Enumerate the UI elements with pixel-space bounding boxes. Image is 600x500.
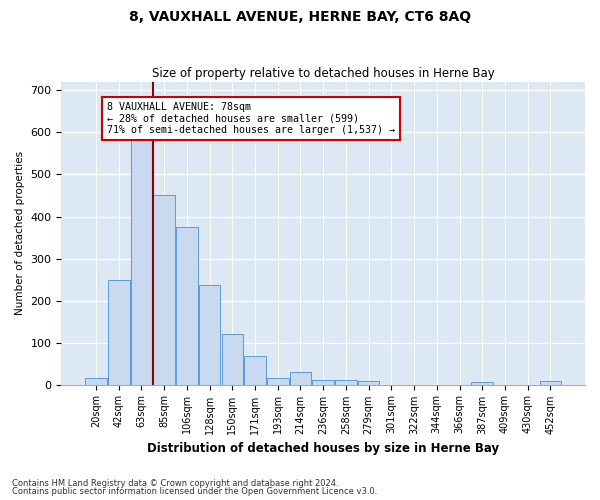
- Text: Contains public sector information licensed under the Open Government Licence v3: Contains public sector information licen…: [12, 487, 377, 496]
- Bar: [85, 378, 107, 384]
- Bar: [472, 382, 493, 384]
- Bar: [358, 381, 379, 384]
- Text: Contains HM Land Registry data © Crown copyright and database right 2024.: Contains HM Land Registry data © Crown c…: [12, 478, 338, 488]
- Bar: [199, 285, 220, 384]
- Bar: [290, 372, 311, 384]
- Y-axis label: Number of detached properties: Number of detached properties: [15, 151, 25, 316]
- Bar: [335, 380, 357, 384]
- Bar: [154, 196, 175, 384]
- Bar: [313, 380, 334, 384]
- Text: 8 VAUXHALL AVENUE: 78sqm
← 28% of detached houses are smaller (599)
71% of semi-: 8 VAUXHALL AVENUE: 78sqm ← 28% of detach…: [107, 102, 395, 136]
- Bar: [108, 280, 130, 384]
- X-axis label: Distribution of detached houses by size in Herne Bay: Distribution of detached houses by size …: [147, 442, 499, 455]
- Bar: [244, 356, 266, 384]
- Bar: [176, 227, 197, 384]
- Text: 8, VAUXHALL AVENUE, HERNE BAY, CT6 8AQ: 8, VAUXHALL AVENUE, HERNE BAY, CT6 8AQ: [129, 10, 471, 24]
- Bar: [267, 378, 289, 384]
- Title: Size of property relative to detached houses in Herne Bay: Size of property relative to detached ho…: [152, 66, 494, 80]
- Bar: [539, 381, 561, 384]
- Bar: [131, 139, 152, 384]
- Bar: [221, 334, 243, 384]
